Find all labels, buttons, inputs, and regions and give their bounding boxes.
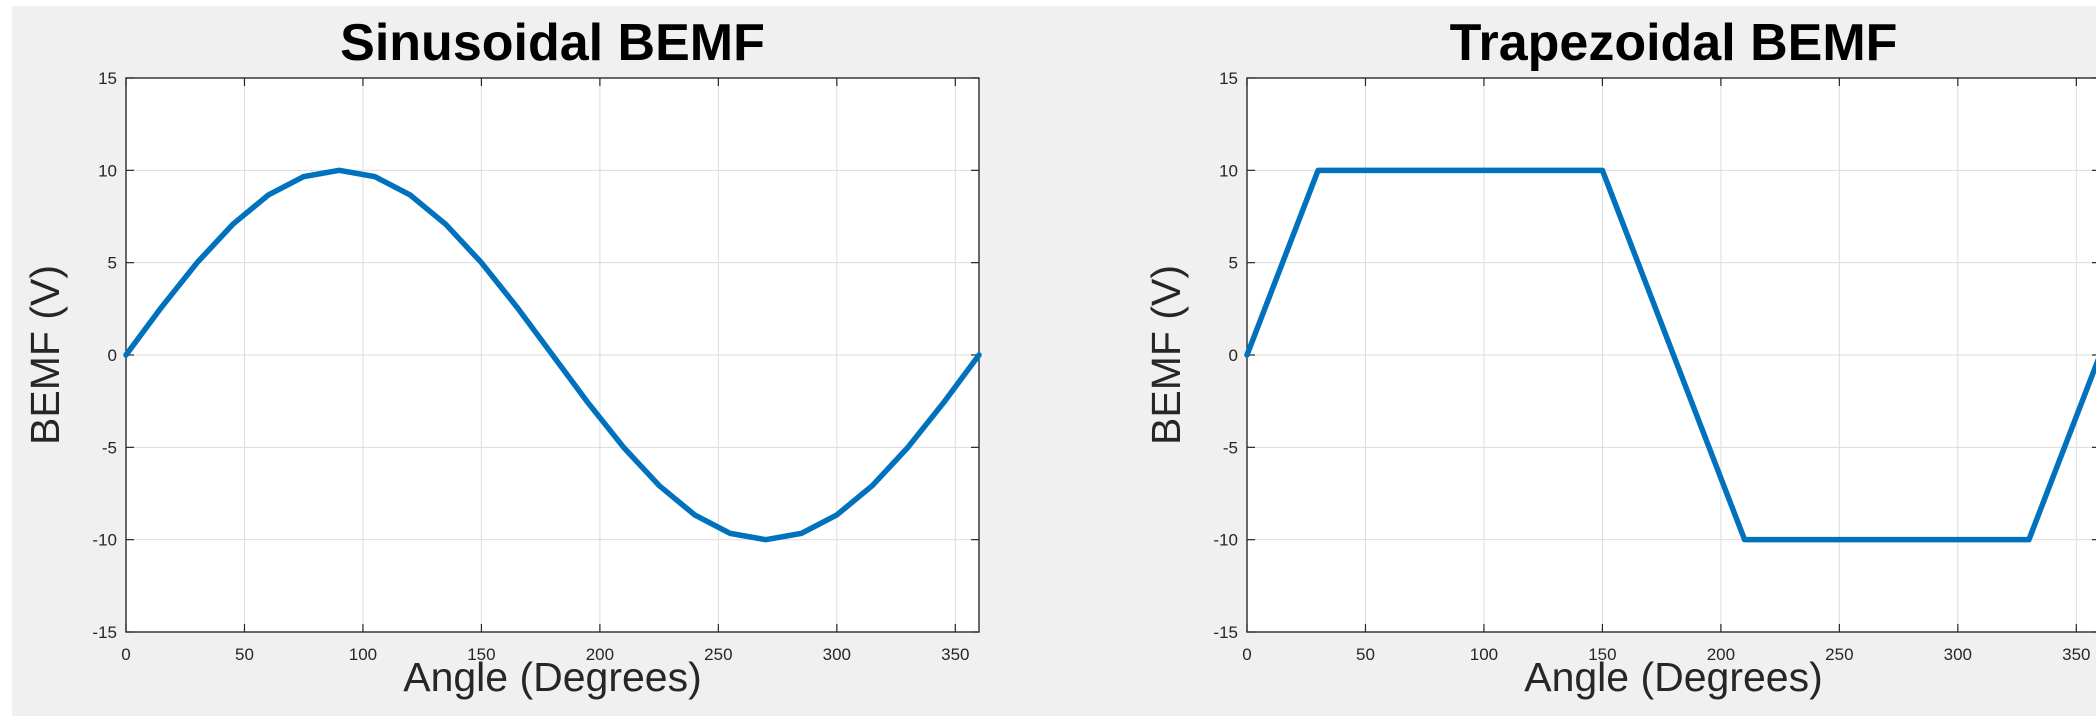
x-tick-label: 50: [1356, 645, 1375, 664]
y-tick-label: -5: [102, 438, 117, 457]
x-tick-label: 100: [1470, 645, 1498, 664]
y-tick-label: 15: [1219, 69, 1238, 88]
x-tick-label: 0: [121, 645, 130, 664]
x-tick-label: 350: [2062, 645, 2090, 664]
y-tick-label: 15: [98, 69, 117, 88]
chart-canvas: 0 50 100 150 200 250 300 350-15-10-5051015Sinus…: [22, 14, 2096, 700]
y-tick-label: 0: [108, 346, 117, 365]
x-tick-label: 200: [1707, 645, 1735, 664]
y-axis-label: BEMF (V): [22, 265, 68, 445]
series-line: [123, 167, 982, 543]
x-tick-label: 250: [1825, 645, 1853, 664]
x-tick-label: 300: [823, 645, 851, 664]
y-tick-label: 0: [1229, 346, 1238, 365]
y-tick-label: -10: [1213, 531, 1238, 550]
y-axis-label: BEMF (V): [1143, 265, 1189, 445]
x-axis-label: Angle (Degrees): [403, 654, 702, 700]
figure: 0 50 100 150 200 250 300 350 -15 -10 -5 0 5 10 15 Sinus…: [12, 6, 2096, 716]
x-axis-label: Angle (Degrees): [1524, 654, 1823, 700]
x-tick-label: 150: [467, 645, 495, 664]
y-tick-label: -5: [1223, 438, 1238, 457]
x-tick-label: 200: [586, 645, 614, 664]
y-tick-label: 5: [1229, 254, 1238, 273]
y-tick-label: -15: [1213, 623, 1238, 642]
x-tick-label: 0: [1242, 645, 1251, 664]
x-tick-label: 100: [349, 645, 377, 664]
x-tick-label: 300: [1944, 645, 1972, 664]
x-tick-label: 150: [1588, 645, 1616, 664]
x-tick-label: 350: [941, 645, 969, 664]
y-tick-label: 5: [108, 254, 117, 273]
y-tick-label: -10: [92, 531, 117, 550]
y-tick-label: -15: [92, 623, 117, 642]
chart-title: Trapezoidal BEMF: [1450, 14, 1898, 72]
chart-1: 0 50 100 150 200 250 300 350 -15 -10 -5 0 5 10 15 Sinus…: [22, 14, 982, 700]
x-tick-label: 50: [235, 645, 254, 664]
series-line: [1244, 167, 2096, 543]
y-tick-label: 10: [1219, 161, 1238, 180]
chart-title: Sinusoidal BEMF: [340, 14, 765, 72]
x-tick-label: 250: [704, 645, 732, 664]
chart-2: 0 50 100 150 200 250 300 350 -15 -10 -5 0 5 10 15 Trape…: [1143, 14, 2096, 700]
y-tick-label: 10: [98, 161, 117, 180]
